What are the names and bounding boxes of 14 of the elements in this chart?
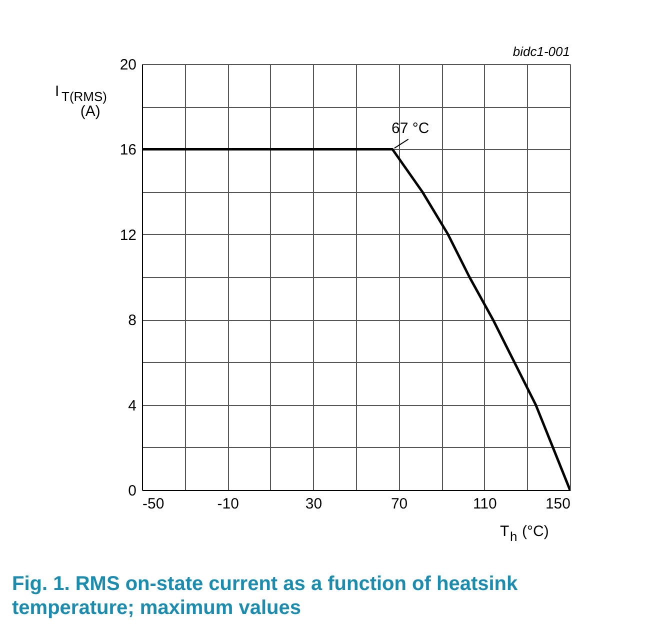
text: Fig. 1. RMS on-state current as a function of heatsink temperature; maximum values	[12, 573, 518, 619]
y-tick-label: 8	[128, 312, 136, 330]
y-tick-label: 16	[120, 142, 136, 159]
y-tick-label: 0	[128, 482, 136, 500]
x-tick-label: 70	[390, 496, 408, 512]
x-tick-label: -50	[142, 496, 164, 512]
x-tick-label: -10	[217, 496, 239, 512]
x-tick-label: 150	[545, 496, 570, 512]
y-tick-label: 20	[120, 56, 136, 74]
y-tick-label: 4	[128, 397, 136, 414]
y-tick-label: 12	[120, 226, 136, 244]
x-tick-label: 30	[305, 496, 322, 512]
x-tick-label: 110	[472, 496, 497, 512]
text: bidc1-001	[512, 44, 570, 59]
